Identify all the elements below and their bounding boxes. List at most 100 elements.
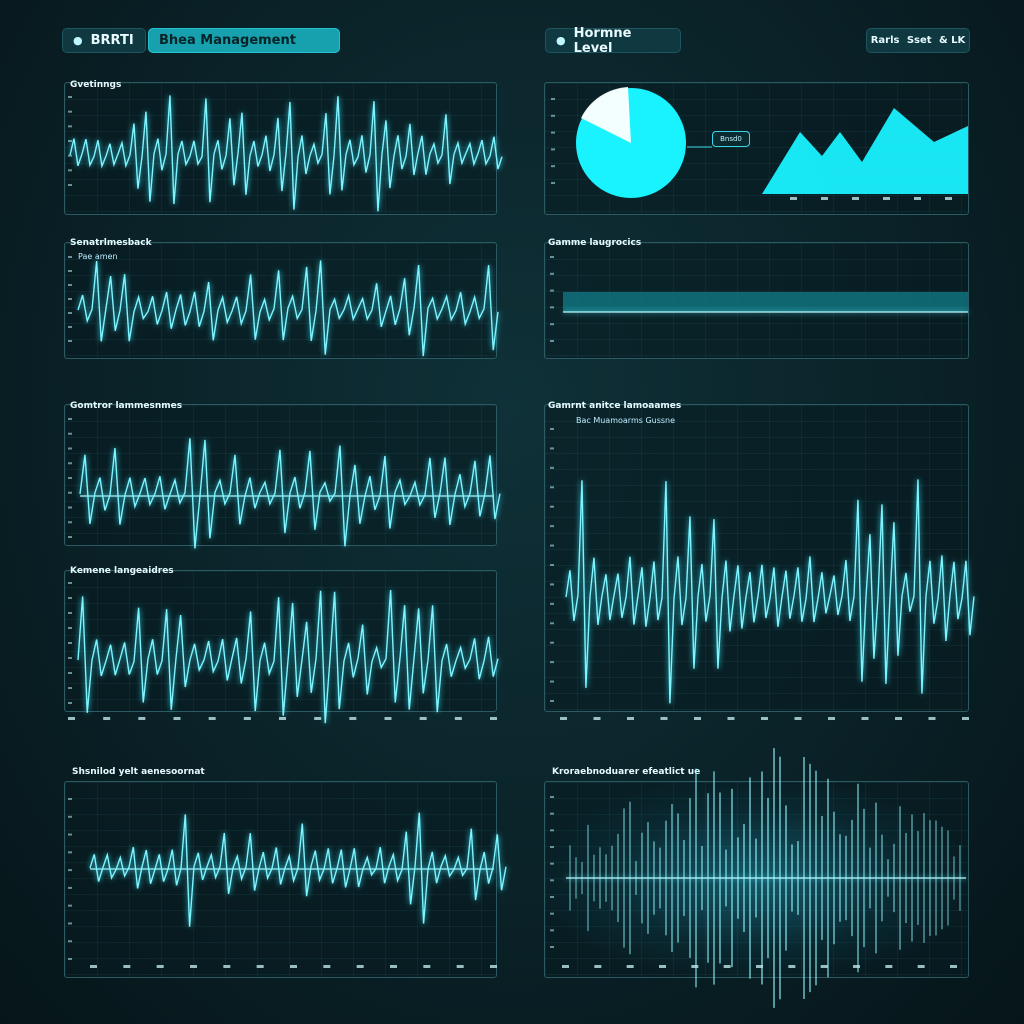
panel-4-ytick (68, 597, 72, 599)
panel-8-ytick (550, 912, 554, 915)
panel-7-xtick (895, 717, 902, 720)
panel-5-title: Shsnilod yelt aenesoornat (72, 767, 205, 777)
panel-7-xtick (560, 717, 567, 720)
panel-5-xtick (323, 965, 331, 968)
header-link-2[interactable]: Sset (906, 35, 932, 46)
panel-5-xtick (456, 965, 464, 968)
panel-1-ytick (68, 96, 72, 98)
panel-2-ytick (68, 256, 72, 258)
panel-6-ytick (550, 256, 554, 258)
header-link-3[interactable]: & LK (938, 35, 966, 46)
panel-7-ytick (550, 447, 554, 450)
panel-4-xtick (103, 717, 111, 720)
panel-1-ytick (68, 140, 72, 142)
header-link-1[interactable]: Rarls (870, 35, 900, 46)
panel-8-xtick (626, 965, 634, 968)
pie-slice-white (581, 87, 631, 143)
panel-1-ytick (68, 184, 72, 186)
panel-1-ytick (68, 169, 72, 172)
panel-4-xtick (314, 717, 322, 720)
panel-5-xtick (390, 965, 397, 968)
brand-button[interactable]: ● BRRTI (62, 28, 146, 53)
panel-7-xtick (962, 717, 969, 720)
panel-4-wave (77, 590, 499, 724)
panel-8-ytick (550, 929, 554, 932)
panel-4-xtick (68, 717, 75, 720)
area-xtick (852, 197, 859, 200)
hormone-level-button[interactable]: ● Hormne Level (545, 26, 681, 56)
area-xtick (883, 197, 890, 200)
panel-8-ytick (550, 896, 554, 898)
panel-5-xtick (256, 965, 264, 968)
panel-2-ytick (68, 340, 72, 342)
brand-icon: ● (73, 34, 83, 47)
panel-8-xtick (723, 965, 731, 968)
area-xtick (821, 197, 828, 200)
panel-5-ytick (68, 904, 72, 907)
panel-4-xtick (490, 717, 497, 720)
panel-1-wave (69, 95, 503, 212)
panel-7-xtick (761, 717, 768, 720)
panel-4-xtick (454, 717, 462, 720)
panel-7-ytick (550, 466, 554, 469)
panel-5-xtick (290, 965, 297, 968)
area-fill (762, 108, 968, 194)
panel-6-ytick (550, 323, 554, 326)
panel-7-ytick (550, 641, 554, 644)
panel-7-ytick (550, 700, 554, 702)
panel-3-ytick (68, 491, 72, 494)
panel-3-ytick (68, 521, 72, 524)
panel-2-wave (77, 260, 499, 357)
panel-7-xtick (828, 717, 835, 720)
pie-ytick (551, 114, 555, 117)
tab-management[interactable]: Bhea Management (148, 28, 340, 53)
panel-4-ytick (68, 702, 72, 704)
panel-8-xtick (562, 965, 569, 968)
panel-2-ytick (68, 270, 72, 272)
panel-4-xtick (243, 717, 251, 720)
panel-2-title: Senatrlmesback (70, 238, 152, 248)
panel-7-xtick (627, 717, 634, 720)
panel-4-ytick (68, 672, 72, 674)
panel-5-wave (89, 812, 507, 927)
panel-7-ytick (550, 602, 554, 605)
panel-2-ytick (68, 298, 72, 300)
panel-8-ytick (550, 796, 554, 798)
panel-5-ytick (68, 958, 72, 960)
panel-1-title: Gvetinngs (70, 80, 122, 90)
panel-5-ytick (68, 922, 72, 925)
panel-3-ytick (68, 432, 72, 435)
panel-7-title: Gamrnt anitce lamoaames (548, 401, 682, 411)
panel-7-xtick (928, 717, 936, 720)
panel-3-ytick (68, 447, 72, 450)
panel-3-ytick (68, 477, 72, 479)
panel-5-ytick (68, 798, 72, 800)
panel-8-xtick (917, 965, 925, 968)
panel-8-xtick (659, 965, 666, 968)
panel-7-xtick (593, 717, 601, 720)
panel-8-xtick (691, 965, 699, 968)
panel-5-ytick (68, 940, 72, 943)
panel-8-xtick (820, 965, 828, 968)
panel-8-title: Kroraebnoduarer efeatlict ue (552, 767, 701, 777)
panel-4-ytick (68, 642, 72, 644)
panel-5-ytick (68, 815, 72, 818)
panel-5-ytick (68, 869, 72, 872)
panel-6-ytick (550, 306, 554, 309)
panel-7-xtick (694, 717, 701, 720)
panel-6-ytick (550, 340, 554, 342)
panel-5-xtick (356, 965, 364, 968)
tab-management-label: Bhea Management (159, 33, 296, 48)
panel-8-ytick (550, 946, 554, 948)
panel-6-title: Gamme laugrocics (548, 238, 642, 248)
pie-callout: Bnsd0 (712, 131, 750, 147)
panel-7-ytick (550, 486, 554, 489)
panel-7 (544, 404, 969, 712)
panel-5-ytick (68, 886, 72, 889)
panel-4-ytick (68, 582, 72, 584)
pie-ytick (551, 131, 555, 134)
panel-7-subtitle: Bac Muamoarms Gussne (576, 416, 676, 425)
pie-ytick (551, 182, 555, 184)
panel-4-ytick (68, 657, 72, 659)
panel-3 (64, 404, 497, 546)
